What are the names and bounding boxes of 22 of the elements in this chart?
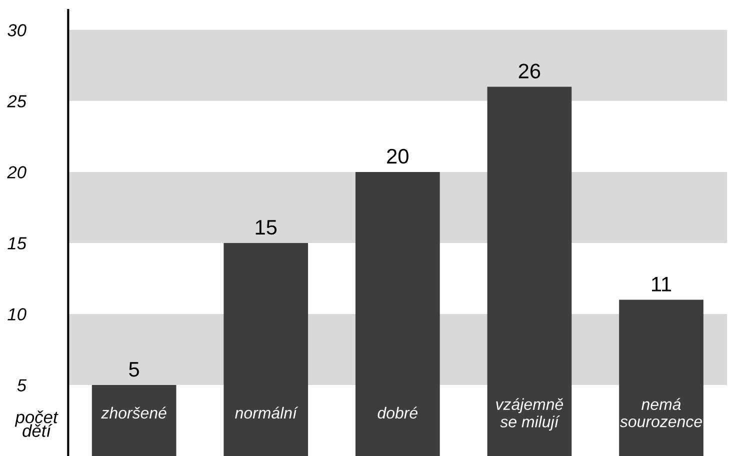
y-tick-label: 15 [8, 237, 27, 250]
x-tick-label: zhoršené [101, 406, 166, 419]
bar [487, 86, 572, 456]
bar [355, 172, 440, 456]
data-label: 11 [652, 276, 672, 292]
y-tick-label: 30 [8, 24, 26, 36]
y-tick-label: 5 [17, 379, 27, 392]
data-label: 20 [387, 148, 408, 164]
y-tick-label: 10 [8, 308, 26, 320]
data-label: 5 [129, 362, 139, 377]
bar [92, 384, 176, 456]
y-axis-title: počet dětí [14, 410, 58, 437]
bar [224, 242, 308, 456]
bar [619, 300, 704, 456]
y-tick-label: 25 [7, 95, 27, 108]
x-tick-label: nemá sourozence [620, 398, 702, 428]
data-label: 26 [518, 64, 540, 78]
y-tick-label: 20 [7, 166, 26, 178]
x-tick-label: vzájemně se milují [496, 398, 564, 431]
x-tick-label: normální [235, 406, 298, 419]
x-tick-label: dobré [378, 406, 418, 419]
data-label: 15 [256, 220, 277, 235]
